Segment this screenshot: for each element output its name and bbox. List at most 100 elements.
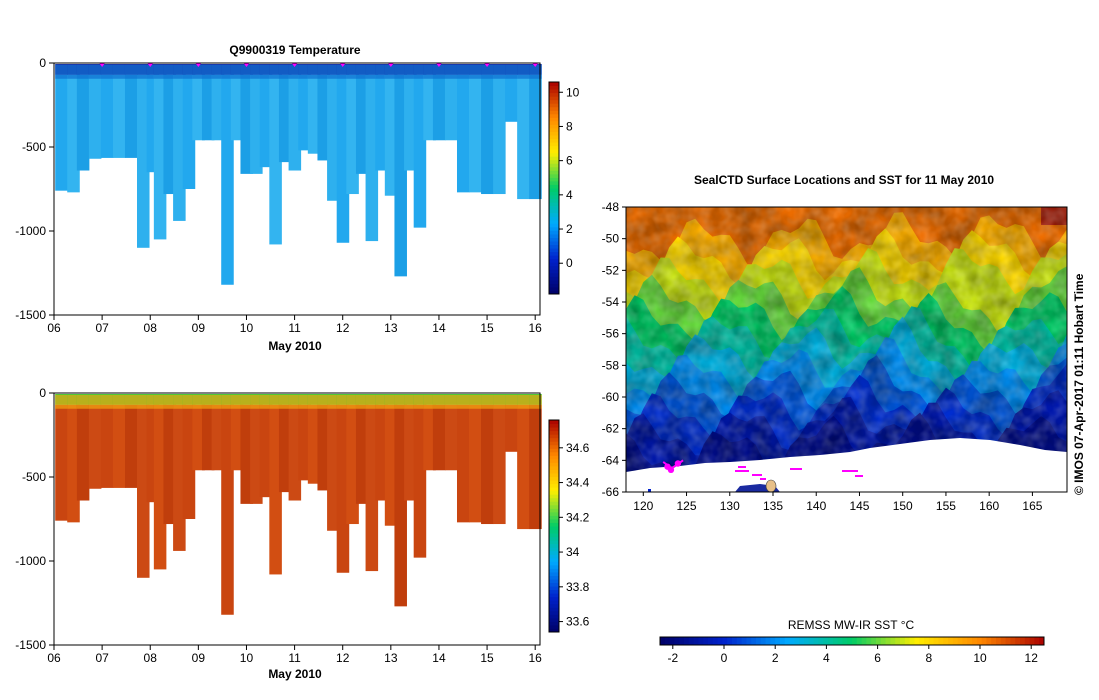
profile-cell [211, 74, 225, 141]
colorbar-swatch [549, 251, 559, 256]
map-y-tick-label: -52 [602, 263, 620, 277]
float-marker [387, 63, 394, 67]
colorbar-tick-label: 6 [874, 651, 881, 665]
colorbar-swatch [549, 561, 559, 566]
colorbar-swatch [708, 637, 714, 645]
colorbar-swatch [842, 637, 848, 645]
colorbar-swatch [549, 600, 559, 605]
colorbar-swatch [549, 145, 559, 150]
colorbar-swatch [549, 427, 559, 432]
x-tick-label: 12 [336, 321, 350, 335]
transition-cell [444, 394, 458, 409]
transition-cell [269, 64, 282, 79]
colorbar-swatch [880, 637, 887, 645]
colorbar-swatch [549, 127, 559, 132]
transition-cell [413, 64, 427, 79]
colorbar-swatch [549, 462, 559, 467]
map-y-tick-label: -66 [602, 485, 620, 499]
profile-cell [375, 74, 388, 171]
profile-cell [298, 404, 311, 481]
colorbar-swatch [549, 557, 559, 562]
transition-cell [365, 394, 379, 409]
float-marker [339, 63, 346, 67]
profile-cell [529, 74, 542, 200]
colorbar-swatch [549, 113, 559, 118]
colorbar-swatch [549, 536, 559, 541]
profile-cell [288, 74, 302, 171]
transition-cell [456, 394, 470, 409]
colorbar-swatch [746, 637, 752, 645]
transition-cell [269, 394, 282, 409]
colorbar-swatch [549, 173, 559, 178]
colorbar-swatch [837, 637, 843, 645]
colorbar-tick-label: 12 [1025, 651, 1039, 665]
colorbar-swatch [760, 637, 767, 645]
colorbar-tick-label: 8 [925, 651, 932, 665]
map-x-tick-label: 160 [979, 499, 999, 513]
colorbar-tick-label: 2 [772, 651, 779, 665]
profile-cell [100, 404, 114, 488]
colorbar-swatch [549, 265, 559, 270]
profile-cell [269, 74, 282, 245]
colorbar-swatch [549, 603, 559, 608]
colorbar-swatch [669, 637, 675, 645]
profile-cell [456, 404, 470, 523]
x-tick-label: 14 [432, 651, 446, 665]
sst-colorbar: -2 0 2 4 6 8 10 12 [659, 636, 1045, 665]
colorbar-swatch [794, 637, 800, 645]
colorbar-swatch [549, 226, 559, 231]
float-marker [291, 63, 298, 67]
colorbar-tick-label: 0 [566, 256, 573, 270]
colorbar-tick-label: 4 [566, 188, 573, 202]
profile-cell [112, 404, 126, 488]
profile-cell [240, 74, 253, 174]
colorbar-swatch [895, 637, 901, 645]
colorbar-swatch [736, 637, 743, 645]
colorbar-swatch [549, 575, 559, 580]
colorbar-swatch [549, 518, 559, 523]
sst-colorbar-label: REMSS MW-IR SST °C [788, 618, 915, 632]
profile-cell [173, 74, 186, 221]
colorbar-swatch [549, 272, 559, 277]
colorbar-swatch [549, 614, 559, 619]
transition-cell [413, 394, 427, 409]
map-x-tick-label: 140 [806, 499, 826, 513]
profile-cell [201, 404, 215, 471]
transition-cell [259, 394, 273, 409]
x-tick-label: 10 [240, 321, 254, 335]
transition-cell [221, 394, 234, 409]
transition-cell [355, 64, 369, 79]
colorbar-swatch [823, 637, 829, 645]
profile-cell [137, 74, 150, 248]
transition-cell [481, 64, 494, 79]
seal-locations [662, 459, 684, 474]
credit-text: © IMOS 07-Apr-2017 01:11 Hobart Time [1072, 273, 1086, 495]
colorbar-swatch [674, 637, 680, 645]
transition-cell [55, 64, 68, 79]
transition-cell [365, 64, 379, 79]
profile-cell [413, 404, 427, 558]
colorbar-swatch [549, 494, 559, 499]
colorbar-swatch [703, 637, 709, 645]
transition-cell [67, 64, 80, 79]
y-tick-label: -1500 [15, 308, 46, 322]
profile-cell [307, 74, 321, 154]
colorbar-swatch [756, 637, 762, 645]
x-tick-label: 12 [336, 651, 350, 665]
colorbar-tick-label: 34.2 [566, 510, 590, 524]
colorbar-swatch [549, 177, 559, 182]
profile-cell [346, 404, 359, 525]
transition-cell [124, 64, 138, 79]
colorbar-swatch [549, 106, 559, 111]
profile-cell [404, 404, 417, 501]
colorbar-swatch [549, 195, 559, 200]
colorbar-swatch [1005, 637, 1011, 645]
colorbar-tick-label: 34.4 [566, 476, 590, 490]
y-tick-label: 0 [39, 386, 46, 400]
colorbar-swatch [871, 637, 877, 645]
colorbar-swatch [1034, 637, 1040, 645]
colorbar-swatch [549, 444, 559, 449]
x-tick-label: 14 [432, 321, 446, 335]
colorbar-swatch [549, 508, 559, 513]
colorbar-swatch [919, 637, 925, 645]
